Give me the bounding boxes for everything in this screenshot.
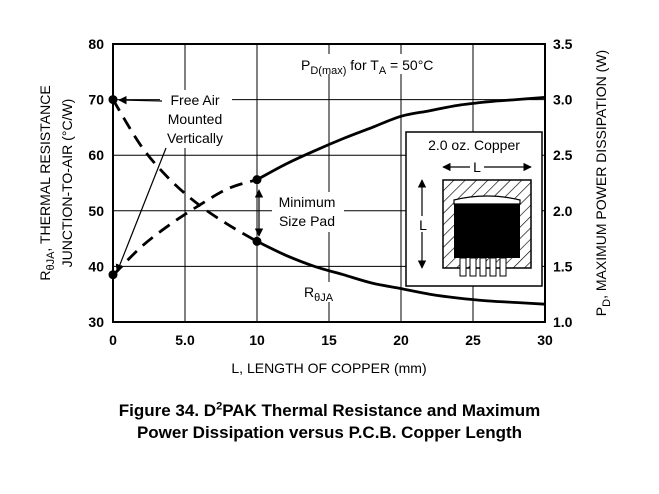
rja-curve-label: RθJA <box>300 282 356 304</box>
y-left-tick-labels: 30 40 50 60 70 80 <box>88 36 104 330</box>
svg-text:Vertically: Vertically <box>167 130 223 146</box>
data-markers <box>108 95 262 280</box>
data-point-marker <box>108 270 118 280</box>
y-left-tick-label: 40 <box>88 258 104 274</box>
y-left-line2: JUNCTION-TO-AIR (°C/W) <box>59 99 75 268</box>
x-tick-label: 30 <box>537 332 553 348</box>
x-tick-label: 0 <box>109 332 117 348</box>
svg-text:PD(max) for TA = 50°C: PD(max) for TA = 50°C <box>301 57 433 77</box>
x-tick-label: 25 <box>465 332 481 348</box>
figure-caption-line1: Figure 34. D2PAK Thermal Resistance and … <box>118 400 541 420</box>
free-air-annotation: Free Air Mounted Vertically <box>115 90 232 273</box>
package-leads <box>459 257 507 277</box>
svg-text:PD, MAXIMUM POWER DISSIPATION: PD, MAXIMUM POWER DISSIPATION (W) <box>593 50 613 316</box>
data-point-marker <box>108 95 118 105</box>
x-tick-label: 20 <box>393 332 409 348</box>
svg-text:Size Pad: Size Pad <box>279 213 335 229</box>
y-left-tick-label: 30 <box>88 314 104 330</box>
figure-caption-line2: Power Dissipation versus P.C.B. Copper L… <box>136 423 523 442</box>
data-point-marker <box>252 175 262 185</box>
chart: 0 5.0 10 15 20 25 30 30 40 50 60 70 80 1.0 1.5 2.0 2.5… <box>37 36 613 376</box>
inset-dim-v: L <box>419 217 427 233</box>
y-left-tick-label: 60 <box>88 147 104 163</box>
copper-pad-inset: 2.0 oz. Copper L L <box>405 131 543 287</box>
y-right-axis-label: PD, MAXIMUM POWER DISSIPATION (W) <box>593 50 613 316</box>
y-right-tick-label: 3.5 <box>553 36 573 52</box>
y-left-axis-label: RθJA, THERMAL RESISTANCE JUNCTION-TO-AIR… <box>37 85 75 280</box>
y-right-sub: D <box>601 299 613 307</box>
svg-text:Minimum: Minimum <box>279 194 336 210</box>
svg-text:RθJA, THERMAL RESISTANCE: RθJA, THERMAL RESISTANCE <box>37 85 57 280</box>
y-left-symbol: R <box>37 271 53 281</box>
y-right-tick-label: 2.0 <box>553 203 573 219</box>
y-right-tick-label: 1.5 <box>553 258 573 274</box>
y-left-tick-label: 80 <box>88 36 104 52</box>
x-tick-label: 10 <box>249 332 265 348</box>
x-axis-label: L, LENGTH OF COPPER (mm) <box>231 360 426 376</box>
pd-curve-solid <box>256 96 546 181</box>
package-tab <box>453 195 521 205</box>
y-right-text: , MAXIMUM POWER DISSIPATION (W) <box>593 50 609 299</box>
y-left-tick-label: 70 <box>88 92 104 108</box>
y-right-tick-label: 2.5 <box>553 147 573 163</box>
inset-title: 2.0 oz. Copper <box>428 137 520 153</box>
rja-curve-solid <box>256 240 546 306</box>
min-size-pad-annotation: Minimum Size Pad <box>254 189 344 237</box>
y-left-tick-label: 50 <box>88 203 104 219</box>
rja-curve-dashed <box>111 98 258 243</box>
y-left-sub: θJA <box>45 251 57 271</box>
data-point-marker <box>252 236 262 246</box>
x-tick-label: 15 <box>321 332 337 348</box>
package-body <box>454 204 520 258</box>
svg-text:Free Air: Free Air <box>170 92 219 108</box>
pd-curve-dashed <box>112 178 258 277</box>
y-right-symbol: P <box>593 307 609 316</box>
pd-label-box: PD(max) for TA = 50°C <box>296 54 456 77</box>
y-left-line1: THERMAL RESISTANCE <box>37 85 53 244</box>
x-tick-labels: 0 5.0 10 15 20 25 30 <box>109 332 553 348</box>
y-right-tick-label: 3.0 <box>553 92 573 108</box>
svg-text:Mounted: Mounted <box>168 111 222 127</box>
x-tick-label: 5.0 <box>175 332 195 348</box>
y-right-tick-labels: 1.0 1.5 2.0 2.5 3.0 3.5 <box>553 36 573 330</box>
inset-dim-h: L <box>473 159 481 175</box>
plot-frame <box>112 43 546 323</box>
y-right-tick-label: 1.0 <box>553 314 573 330</box>
svg-text:RθJA: RθJA <box>304 284 334 304</box>
